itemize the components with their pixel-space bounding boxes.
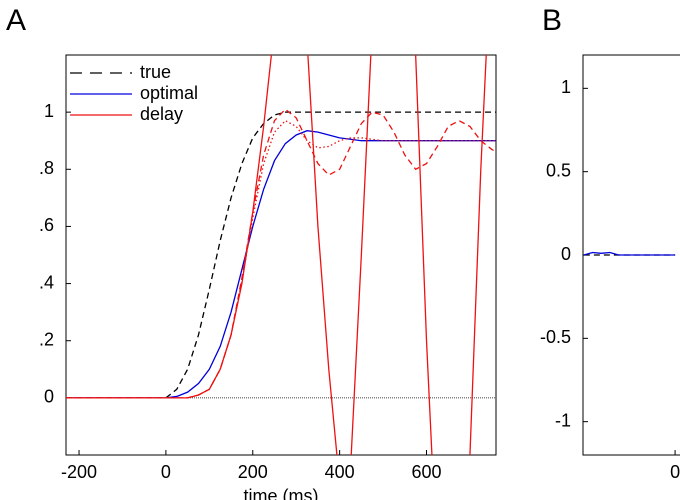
series-line: [583, 251, 676, 256]
plot-area: [583, 251, 676, 256]
y-tick-label: 0: [561, 244, 571, 264]
legend-label: delay: [140, 104, 183, 124]
y-tick-label: .2: [39, 329, 54, 349]
series-line: [66, 111, 496, 399]
series-line: [66, 55, 487, 455]
panel-title: A: [6, 4, 26, 37]
x-axis-label: time (ms): [244, 486, 319, 500]
x-tick-label: 200: [238, 462, 268, 482]
series-line: [66, 130, 496, 399]
legend-label: true: [140, 62, 171, 82]
y-tick-label: 0.5: [546, 160, 571, 180]
plot-area: [66, 55, 496, 455]
y-tick-label: .6: [39, 215, 54, 235]
x-tick-label: 600: [411, 462, 441, 482]
x-tick-label: -200: [61, 462, 97, 482]
x-tick-label: 0: [161, 462, 171, 482]
y-tick-label: -0.5: [540, 327, 571, 347]
y-tick-label: -1: [555, 410, 571, 430]
y-tick-label: .4: [39, 272, 54, 292]
y-tick-label: 0: [44, 387, 54, 407]
y-tick-label: 1: [561, 77, 571, 97]
x-tick-label: 400: [325, 462, 355, 482]
legend-label: optimal: [140, 83, 198, 103]
y-tick-label: 1: [44, 101, 54, 121]
y-tick-label: .8: [39, 158, 54, 178]
x-tick-label: 0: [670, 462, 680, 482]
series-line: [66, 119, 496, 399]
series-line: [66, 108, 496, 399]
plot-frame: [65, 54, 497, 456]
panel-title: B: [542, 4, 562, 37]
